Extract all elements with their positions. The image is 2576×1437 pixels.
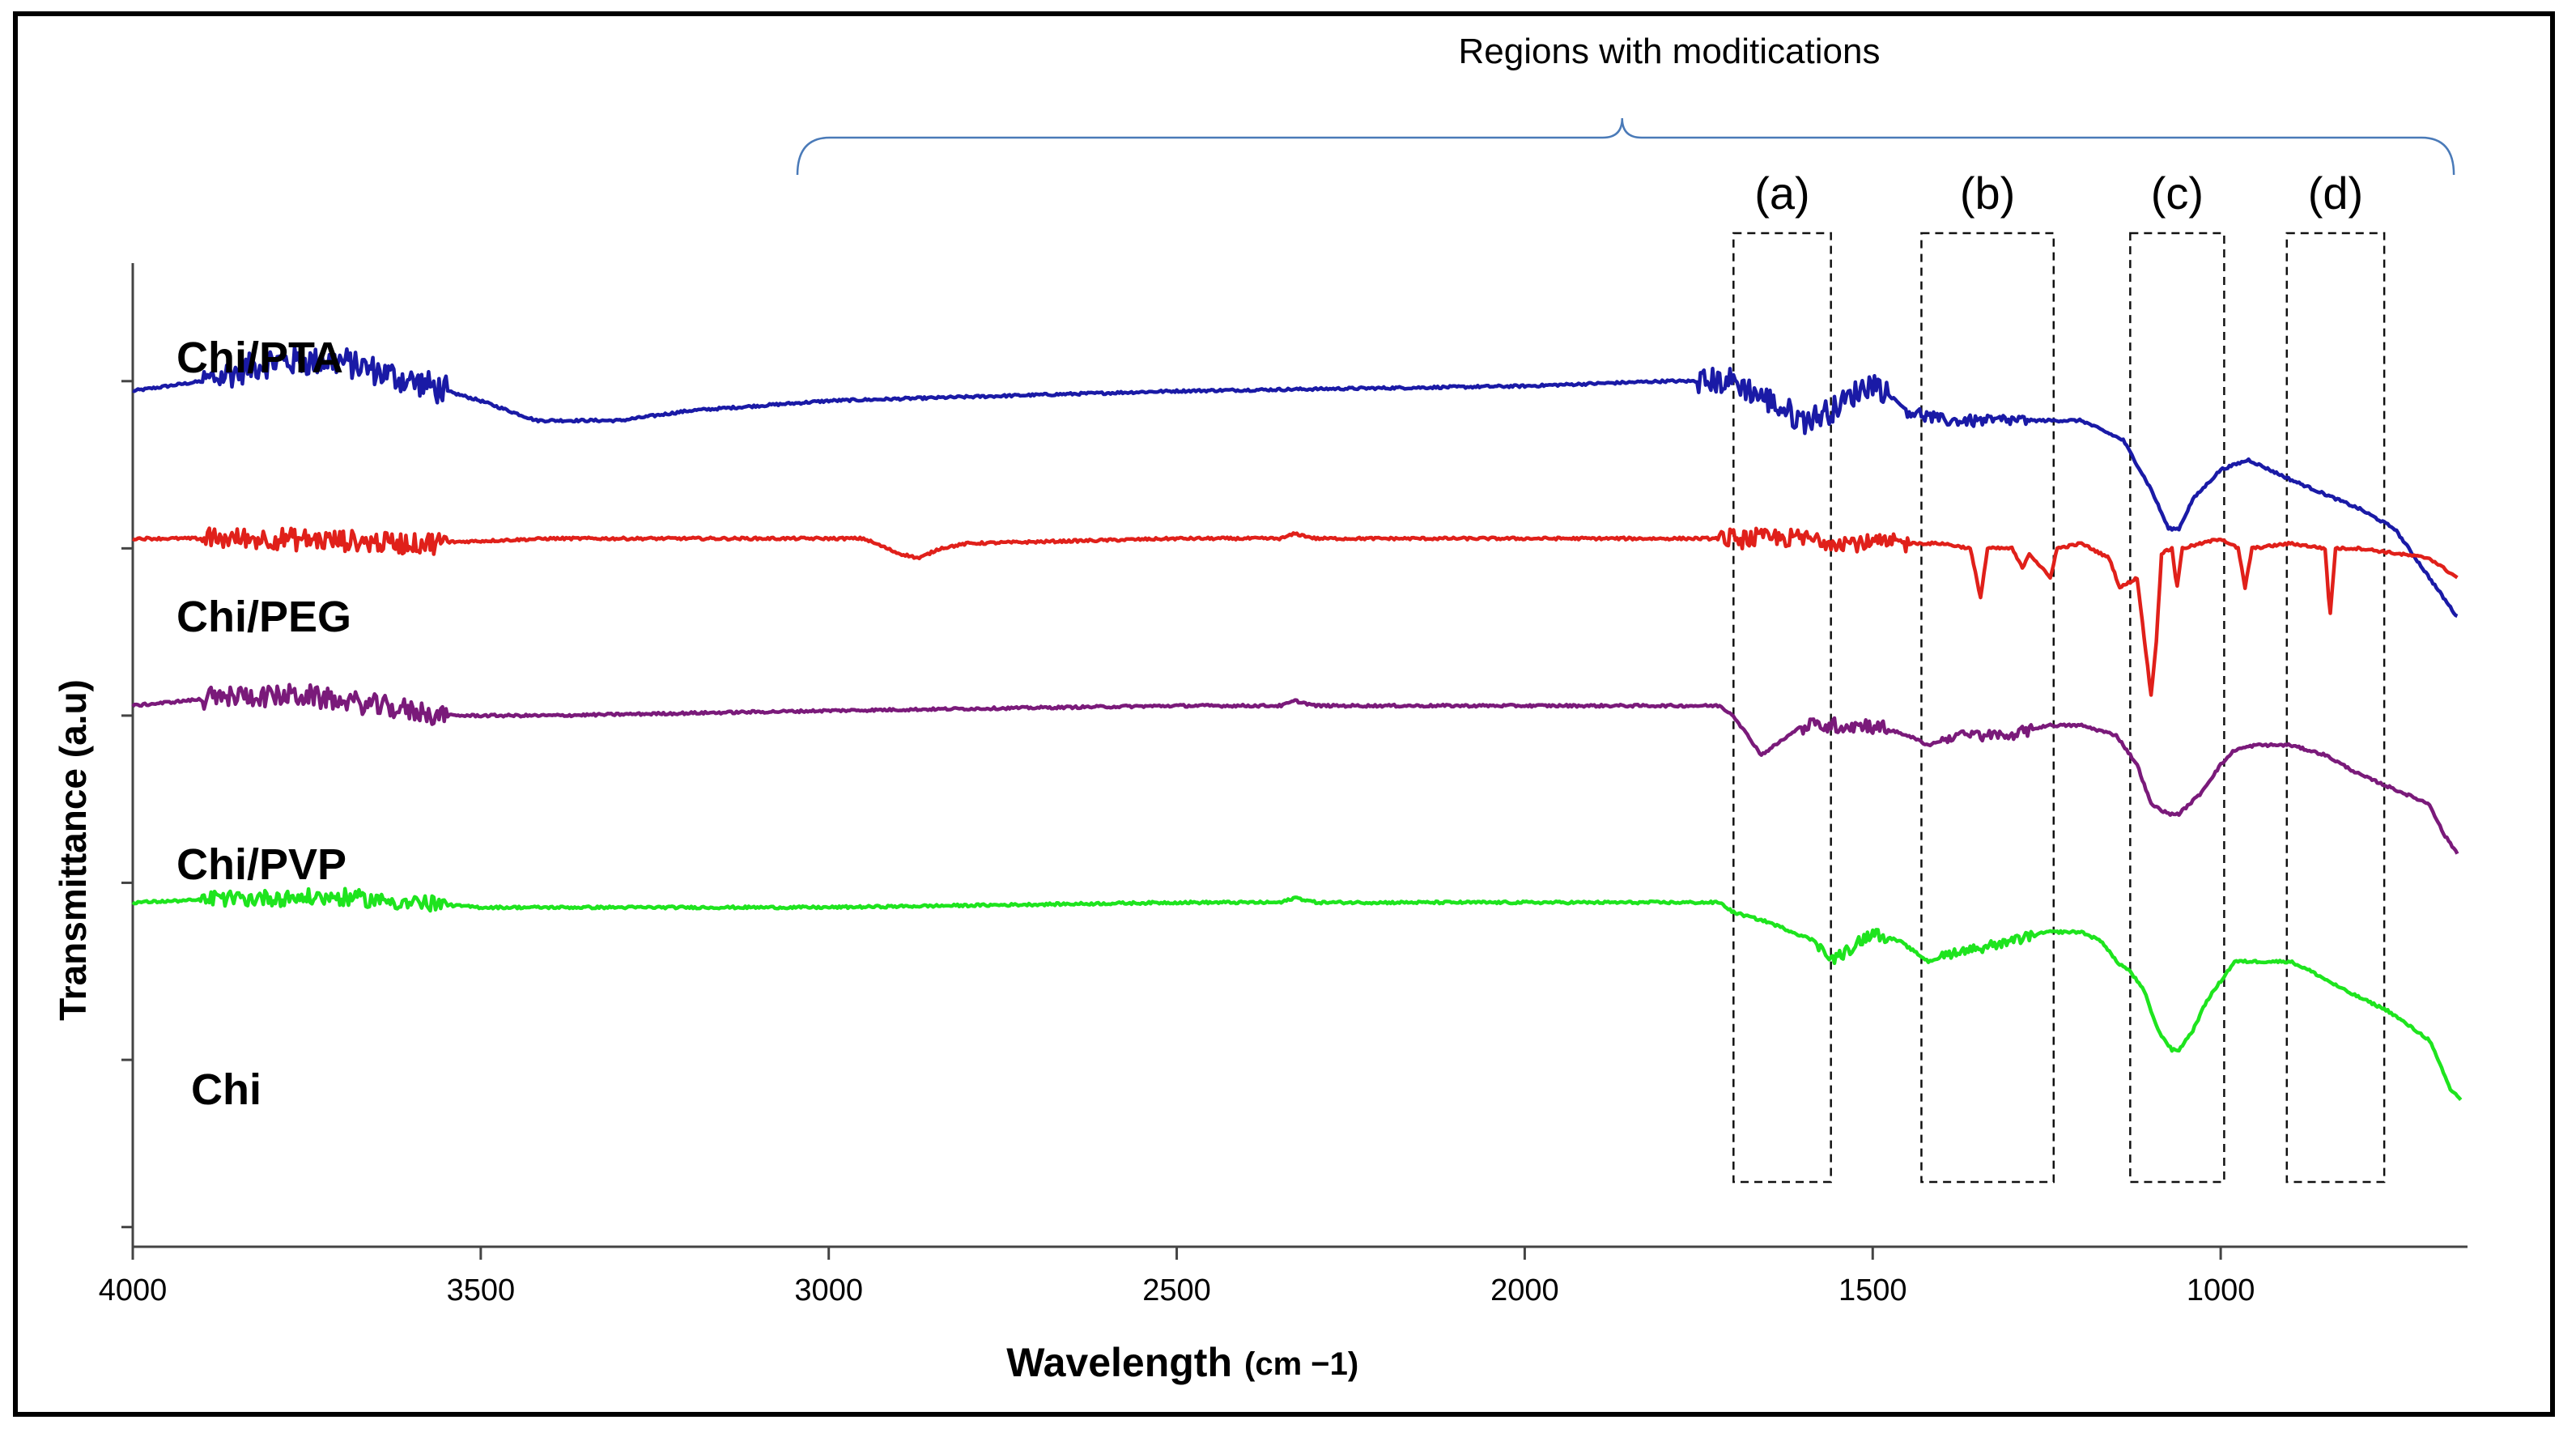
x-tick-label: 1000 bbox=[2187, 1273, 2255, 1307]
series-label-2: Chi/PVP bbox=[176, 840, 346, 889]
series-line-1 bbox=[132, 526, 2459, 697]
region-box-b bbox=[1920, 232, 2055, 1184]
figure-frame: 4000 3500 3000 2500 2000 1500 1000 Wavelength (c… bbox=[13, 11, 2555, 1417]
series-label-1: Chi/PEG bbox=[176, 593, 351, 641]
y-axis-title: Transmittance (a.u) bbox=[52, 679, 94, 1021]
annotation-brace bbox=[796, 117, 2455, 176]
x-tick-label: 3000 bbox=[794, 1273, 863, 1307]
region-box-c bbox=[2129, 232, 2225, 1184]
x-tick-label: 4000 bbox=[99, 1273, 168, 1307]
x-tick-label: 3500 bbox=[447, 1273, 516, 1307]
annotation-text: Regions with moditications bbox=[1459, 32, 1881, 71]
series-line-3 bbox=[131, 886, 2463, 1101]
series-label-0: Chi/PTA bbox=[176, 334, 343, 382]
region-label-c: (c) bbox=[2151, 168, 2204, 219]
region-label-a: (a) bbox=[1754, 168, 1809, 219]
x-tick-label: 2500 bbox=[1142, 1273, 1211, 1307]
region-label-b: (b) bbox=[1960, 168, 2015, 219]
region-box-a bbox=[1732, 232, 1832, 1184]
series-line-0 bbox=[132, 345, 2459, 619]
region-label-d: (d) bbox=[2308, 168, 2363, 219]
x-axis-unit: (cm −1) bbox=[1244, 1346, 1358, 1382]
x-tick-label: 1500 bbox=[1838, 1273, 1907, 1307]
x-axis-title: Wavelength bbox=[1006, 1340, 1232, 1385]
ftir-chart: 4000 3500 3000 2500 2000 1500 1000 Wavelength (c… bbox=[52, 32, 2468, 1385]
series-label-3: Chi bbox=[191, 1065, 261, 1114]
region-box-d bbox=[2285, 232, 2386, 1184]
series-line-2 bbox=[131, 682, 2459, 855]
x-tick-label: 2000 bbox=[1490, 1273, 1559, 1307]
